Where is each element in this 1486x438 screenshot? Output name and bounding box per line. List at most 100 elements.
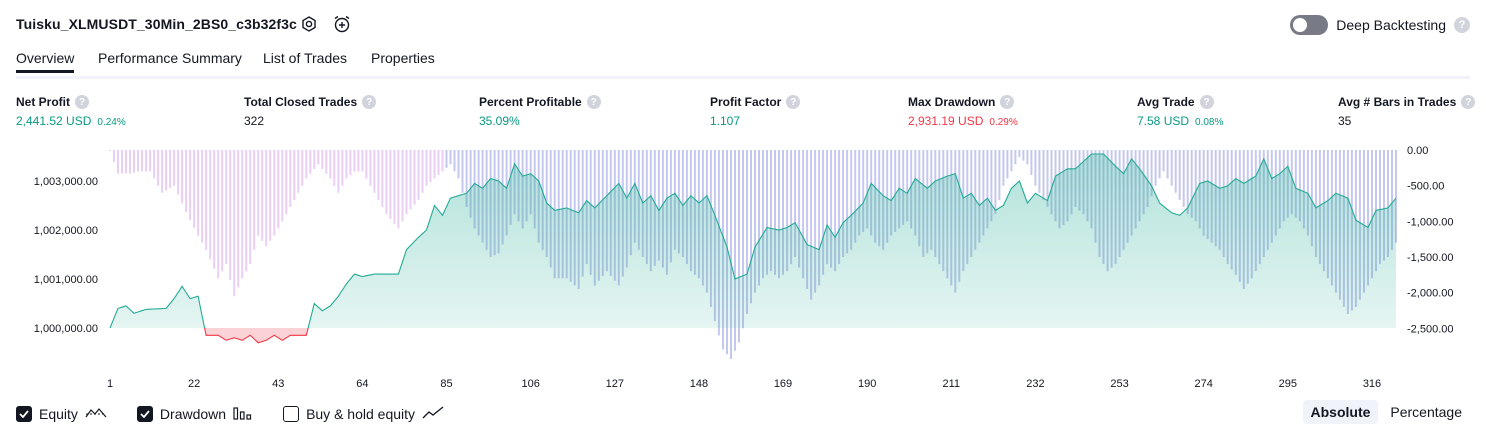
trade-number-axis: 1 22 43 64 85 106 127 148 169 190 211 232 253 274 295 3… bbox=[107, 378, 1381, 390]
drawdown-bar bbox=[109, 150, 111, 151]
drawdown-bar bbox=[457, 150, 460, 179]
drawdown-bar bbox=[365, 150, 368, 179]
equity-drawdown-chart[interactable]: 1,000,000.00 1,001,000.00 1,002,000.00 1,00… bbox=[0, 140, 1486, 400]
drawdown-bar bbox=[201, 150, 204, 243]
drawdown-bar bbox=[754, 150, 756, 293]
drawdown-checkbox[interactable] bbox=[136, 406, 153, 422]
metric-label: Total Closed Trades bbox=[244, 95, 358, 109]
drawdown-axis-tick: -1,000.00 bbox=[1407, 216, 1453, 228]
drawdown-bar bbox=[818, 150, 821, 286]
deep-backtesting-toggle[interactable] bbox=[1290, 15, 1329, 35]
drawdown-bar bbox=[177, 150, 180, 195]
drawdown-bar bbox=[1379, 150, 1381, 265]
drawdown-bar bbox=[173, 150, 176, 186]
drawdown-bar bbox=[978, 150, 981, 243]
drawdown-bar bbox=[185, 150, 188, 212]
drawdown-bar bbox=[301, 150, 304, 186]
drawdown-bar bbox=[445, 150, 448, 168]
equity-series bbox=[109, 153, 1397, 344]
help-icon[interactable]: ? bbox=[1199, 95, 1214, 109]
mode-absolute-button[interactable]: Absolute bbox=[1302, 400, 1379, 424]
settings-icon[interactable] bbox=[299, 14, 319, 34]
drawdown-bar bbox=[814, 150, 817, 293]
drawdown-bar bbox=[1026, 150, 1029, 165]
drawdown-bar bbox=[269, 150, 272, 241]
drawdown-bar bbox=[469, 150, 472, 218]
drawdown-bar bbox=[121, 150, 123, 174]
help-icon[interactable]: ? bbox=[362, 95, 377, 109]
drawdown-bar bbox=[197, 150, 200, 236]
drawdown-axis-tick: -500.00 bbox=[1407, 181, 1444, 193]
drawdown-bar bbox=[341, 150, 344, 186]
drawdown-bar bbox=[998, 150, 1001, 200]
drawdown-bar bbox=[986, 150, 989, 229]
equity-axis-tick: 1,001,000.00 bbox=[34, 274, 98, 286]
drawdown-bar bbox=[1154, 150, 1157, 186]
trade-axis-tick: 148 bbox=[690, 378, 708, 390]
drawdown-bar bbox=[425, 150, 428, 186]
drawdown-bar bbox=[321, 150, 324, 169]
equity-line-icon bbox=[85, 406, 107, 423]
drawdown-bar bbox=[429, 150, 432, 183]
drawdown-bar bbox=[746, 150, 748, 314]
mode-percentage-button[interactable]: Percentage bbox=[1390, 404, 1462, 420]
metric-label: Max Drawdown bbox=[908, 95, 996, 109]
alarm-add-icon[interactable] bbox=[332, 14, 352, 34]
drawdown-bar bbox=[265, 150, 268, 247]
drawdown-bar bbox=[253, 150, 256, 250]
drawdown-bar bbox=[453, 150, 456, 172]
drawdown-bar bbox=[361, 150, 364, 172]
metric-value-wrap: 35.09% bbox=[479, 114, 601, 128]
drawdown-bar bbox=[766, 150, 768, 275]
trade-axis-tick: 43 bbox=[272, 378, 284, 390]
drawdown-bar bbox=[890, 150, 893, 236]
drawdown-bar bbox=[401, 150, 404, 222]
trade-axis-tick: 232 bbox=[1026, 378, 1044, 390]
drawdown-bar bbox=[129, 150, 131, 174]
drawdown-bar bbox=[317, 150, 320, 165]
drawdown-bar bbox=[1310, 150, 1313, 247]
tab-properties[interactable]: Properties bbox=[371, 50, 435, 66]
drawdown-toggle[interactable]: Drawdown bbox=[136, 406, 253, 423]
drawdown-bar bbox=[862, 150, 865, 232]
drawdown-bar bbox=[313, 150, 316, 169]
drawdown-bar bbox=[461, 150, 464, 193]
drawdown-bar bbox=[117, 150, 119, 174]
drawdown-bar bbox=[141, 150, 143, 172]
equity-area-fill bbox=[110, 154, 1396, 328]
drawdown-bar bbox=[217, 150, 220, 279]
drawdown-bar bbox=[241, 150, 244, 279]
equity-toggle[interactable]: Equity bbox=[16, 406, 107, 423]
drawdown-bar bbox=[1190, 150, 1193, 218]
buy-hold-toggle[interactable]: Buy & hold equity bbox=[283, 405, 444, 423]
help-icon[interactable]: ? bbox=[1461, 95, 1476, 109]
drawdown-bar bbox=[782, 150, 784, 275]
drawdown-bar bbox=[1162, 150, 1165, 172]
tab-overview[interactable]: Overview bbox=[16, 50, 75, 73]
buy-hold-checkbox[interactable] bbox=[283, 406, 300, 422]
drawdown-bar bbox=[193, 150, 196, 228]
help-icon[interactable]: ? bbox=[75, 95, 89, 109]
equity-checkbox[interactable] bbox=[16, 406, 32, 422]
drawdown-bar bbox=[189, 150, 192, 220]
drawdown-bar bbox=[770, 150, 772, 272]
metric-max-drawdown: Max Drawdown? 2,931.19 USD 0.29% bbox=[908, 94, 1018, 128]
equity-axis-tick: 1,000,000.00 bbox=[34, 323, 98, 335]
help-icon[interactable]: ? bbox=[1454, 17, 1470, 33]
metric-percent: 0.08% bbox=[1195, 117, 1224, 128]
equity-axis-tick: 1,002,000.00 bbox=[34, 225, 98, 237]
toggle-knob bbox=[1293, 18, 1308, 32]
tab-performance-summary[interactable]: Performance Summary bbox=[98, 50, 242, 66]
drawdown-bar bbox=[822, 150, 825, 275]
drawdown-bar bbox=[1178, 150, 1181, 200]
help-icon[interactable]: ? bbox=[1000, 95, 1015, 109]
tab-list-of-trades[interactable]: List of Trades bbox=[263, 50, 348, 66]
help-icon[interactable]: ? bbox=[786, 95, 801, 109]
drawdown-bar bbox=[113, 150, 115, 163]
help-icon[interactable]: ? bbox=[586, 95, 601, 109]
drawdown-bar bbox=[377, 150, 380, 200]
drawdown-bar bbox=[1387, 150, 1389, 257]
drawdown-bar bbox=[257, 150, 260, 236]
drawdown-bar bbox=[866, 150, 869, 229]
trade-axis-tick: 169 bbox=[774, 378, 792, 390]
